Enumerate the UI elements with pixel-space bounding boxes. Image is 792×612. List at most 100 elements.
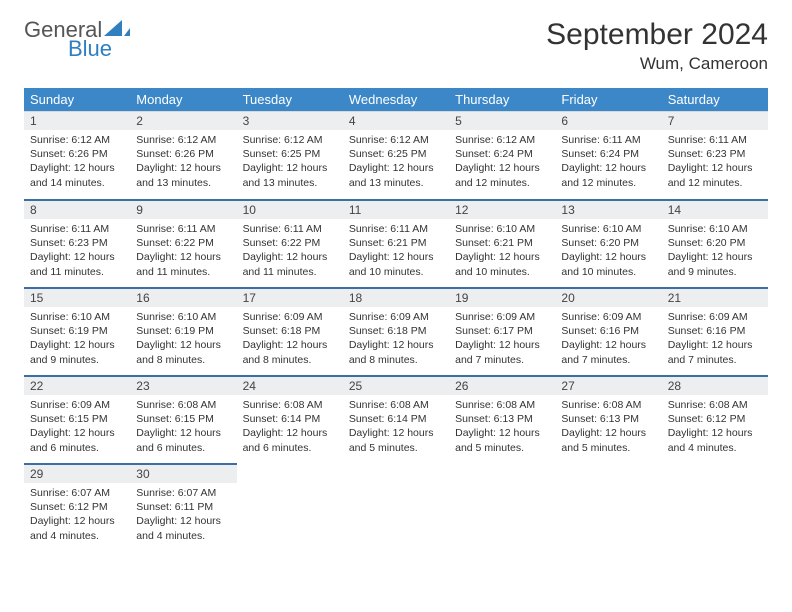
calendar-day-cell: 2Sunrise: 6:12 AMSunset: 6:26 PMDaylight… [130, 111, 236, 199]
calendar-day-cell: 16Sunrise: 6:10 AMSunset: 6:19 PMDayligh… [130, 287, 236, 375]
calendar-day-cell: 1Sunrise: 6:12 AMSunset: 6:26 PMDaylight… [24, 111, 130, 199]
calendar-day-cell: 26Sunrise: 6:08 AMSunset: 6:13 PMDayligh… [449, 375, 555, 463]
calendar-day-cell: 15Sunrise: 6:10 AMSunset: 6:19 PMDayligh… [24, 287, 130, 375]
calendar-empty-cell [343, 463, 449, 551]
day-details: Sunrise: 6:07 AMSunset: 6:11 PMDaylight:… [130, 483, 236, 549]
day-number: 20 [555, 287, 661, 307]
day-number: 24 [237, 375, 343, 395]
day-number: 13 [555, 199, 661, 219]
day-details: Sunrise: 6:08 AMSunset: 6:14 PMDaylight:… [237, 395, 343, 461]
day-number: 30 [130, 463, 236, 483]
calendar-day-cell: 3Sunrise: 6:12 AMSunset: 6:25 PMDaylight… [237, 111, 343, 199]
calendar-day-cell: 13Sunrise: 6:10 AMSunset: 6:20 PMDayligh… [555, 199, 661, 287]
calendar-day-cell: 23Sunrise: 6:08 AMSunset: 6:15 PMDayligh… [130, 375, 236, 463]
day-details: Sunrise: 6:10 AMSunset: 6:21 PMDaylight:… [449, 219, 555, 285]
day-details: Sunrise: 6:12 AMSunset: 6:26 PMDaylight:… [130, 130, 236, 196]
page-header: General Blue September 2024 Wum, Cameroo… [24, 18, 768, 74]
day-details: Sunrise: 6:09 AMSunset: 6:17 PMDaylight:… [449, 307, 555, 373]
calendar-day-cell: 20Sunrise: 6:09 AMSunset: 6:16 PMDayligh… [555, 287, 661, 375]
weekday-header: Saturday [662, 88, 768, 111]
calendar-week-row: 15Sunrise: 6:10 AMSunset: 6:19 PMDayligh… [24, 287, 768, 375]
day-details: Sunrise: 6:08 AMSunset: 6:12 PMDaylight:… [662, 395, 768, 461]
calendar-week-row: 8Sunrise: 6:11 AMSunset: 6:23 PMDaylight… [24, 199, 768, 287]
day-details: Sunrise: 6:11 AMSunset: 6:24 PMDaylight:… [555, 130, 661, 196]
weekday-header: Tuesday [237, 88, 343, 111]
calendar-day-cell: 4Sunrise: 6:12 AMSunset: 6:25 PMDaylight… [343, 111, 449, 199]
day-details: Sunrise: 6:10 AMSunset: 6:19 PMDaylight:… [130, 307, 236, 373]
calendar-day-cell: 8Sunrise: 6:11 AMSunset: 6:23 PMDaylight… [24, 199, 130, 287]
day-details: Sunrise: 6:08 AMSunset: 6:13 PMDaylight:… [449, 395, 555, 461]
weekday-header: Friday [555, 88, 661, 111]
day-number: 8 [24, 199, 130, 219]
day-details: Sunrise: 6:09 AMSunset: 6:16 PMDaylight:… [555, 307, 661, 373]
brand-logo: General Blue [24, 18, 130, 60]
calendar-day-cell: 24Sunrise: 6:08 AMSunset: 6:14 PMDayligh… [237, 375, 343, 463]
calendar-day-cell: 25Sunrise: 6:08 AMSunset: 6:14 PMDayligh… [343, 375, 449, 463]
day-number: 17 [237, 287, 343, 307]
day-number: 16 [130, 287, 236, 307]
calendar-day-cell: 30Sunrise: 6:07 AMSunset: 6:11 PMDayligh… [130, 463, 236, 551]
day-details: Sunrise: 6:11 AMSunset: 6:22 PMDaylight:… [237, 219, 343, 285]
calendar-empty-cell [555, 463, 661, 551]
day-details: Sunrise: 6:10 AMSunset: 6:19 PMDaylight:… [24, 307, 130, 373]
day-details: Sunrise: 6:12 AMSunset: 6:25 PMDaylight:… [343, 130, 449, 196]
weekday-header: Monday [130, 88, 236, 111]
day-details: Sunrise: 6:08 AMSunset: 6:13 PMDaylight:… [555, 395, 661, 461]
day-details: Sunrise: 6:09 AMSunset: 6:15 PMDaylight:… [24, 395, 130, 461]
day-details: Sunrise: 6:08 AMSunset: 6:15 PMDaylight:… [130, 395, 236, 461]
day-number: 12 [449, 199, 555, 219]
calendar-empty-cell [449, 463, 555, 551]
day-details: Sunrise: 6:11 AMSunset: 6:22 PMDaylight:… [130, 219, 236, 285]
location-subtitle: Wum, Cameroon [546, 54, 768, 74]
day-number: 23 [130, 375, 236, 395]
calendar-day-cell: 5Sunrise: 6:12 AMSunset: 6:24 PMDaylight… [449, 111, 555, 199]
weekday-header: Wednesday [343, 88, 449, 111]
calendar-day-cell: 11Sunrise: 6:11 AMSunset: 6:21 PMDayligh… [343, 199, 449, 287]
calendar-day-cell: 19Sunrise: 6:09 AMSunset: 6:17 PMDayligh… [449, 287, 555, 375]
day-details: Sunrise: 6:09 AMSunset: 6:16 PMDaylight:… [662, 307, 768, 373]
calendar-day-cell: 22Sunrise: 6:09 AMSunset: 6:15 PMDayligh… [24, 375, 130, 463]
day-number: 2 [130, 111, 236, 130]
day-number: 11 [343, 199, 449, 219]
weekday-header: Sunday [24, 88, 130, 111]
day-details: Sunrise: 6:11 AMSunset: 6:21 PMDaylight:… [343, 219, 449, 285]
day-number: 4 [343, 111, 449, 130]
calendar-day-cell: 12Sunrise: 6:10 AMSunset: 6:21 PMDayligh… [449, 199, 555, 287]
day-details: Sunrise: 6:12 AMSunset: 6:24 PMDaylight:… [449, 130, 555, 196]
day-details: Sunrise: 6:09 AMSunset: 6:18 PMDaylight:… [343, 307, 449, 373]
month-title: September 2024 [546, 18, 768, 52]
calendar-day-cell: 29Sunrise: 6:07 AMSunset: 6:12 PMDayligh… [24, 463, 130, 551]
day-number: 19 [449, 287, 555, 307]
brand-part2: Blue [68, 38, 130, 60]
day-details: Sunrise: 6:11 AMSunset: 6:23 PMDaylight:… [24, 219, 130, 285]
calendar-week-row: 1Sunrise: 6:12 AMSunset: 6:26 PMDaylight… [24, 111, 768, 199]
day-details: Sunrise: 6:10 AMSunset: 6:20 PMDaylight:… [662, 219, 768, 285]
day-number: 15 [24, 287, 130, 307]
calendar-empty-cell [662, 463, 768, 551]
day-number: 28 [662, 375, 768, 395]
title-block: September 2024 Wum, Cameroon [546, 18, 768, 74]
day-number: 1 [24, 111, 130, 130]
calendar-day-cell: 10Sunrise: 6:11 AMSunset: 6:22 PMDayligh… [237, 199, 343, 287]
calendar-table: SundayMondayTuesdayWednesdayThursdayFrid… [24, 88, 768, 551]
day-details: Sunrise: 6:09 AMSunset: 6:18 PMDaylight:… [237, 307, 343, 373]
day-number: 10 [237, 199, 343, 219]
calendar-day-cell: 6Sunrise: 6:11 AMSunset: 6:24 PMDaylight… [555, 111, 661, 199]
day-number: 6 [555, 111, 661, 130]
calendar-day-cell: 9Sunrise: 6:11 AMSunset: 6:22 PMDaylight… [130, 199, 236, 287]
calendar-day-cell: 14Sunrise: 6:10 AMSunset: 6:20 PMDayligh… [662, 199, 768, 287]
calendar-week-row: 22Sunrise: 6:09 AMSunset: 6:15 PMDayligh… [24, 375, 768, 463]
day-number: 9 [130, 199, 236, 219]
day-details: Sunrise: 6:11 AMSunset: 6:23 PMDaylight:… [662, 130, 768, 196]
calendar-day-cell: 18Sunrise: 6:09 AMSunset: 6:18 PMDayligh… [343, 287, 449, 375]
day-details: Sunrise: 6:12 AMSunset: 6:25 PMDaylight:… [237, 130, 343, 196]
calendar-day-cell: 7Sunrise: 6:11 AMSunset: 6:23 PMDaylight… [662, 111, 768, 199]
day-number: 7 [662, 111, 768, 130]
calendar-header-row: SundayMondayTuesdayWednesdayThursdayFrid… [24, 88, 768, 111]
calendar-day-cell: 17Sunrise: 6:09 AMSunset: 6:18 PMDayligh… [237, 287, 343, 375]
day-number: 5 [449, 111, 555, 130]
weekday-header: Thursday [449, 88, 555, 111]
day-number: 14 [662, 199, 768, 219]
day-number: 27 [555, 375, 661, 395]
day-number: 25 [343, 375, 449, 395]
